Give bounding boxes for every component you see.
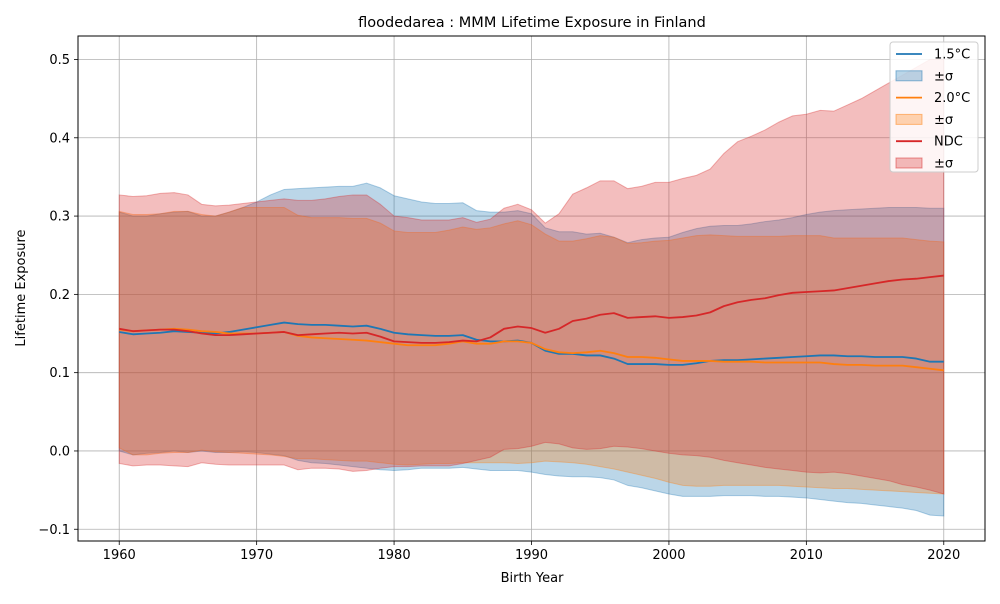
x-tick-label: 2010 — [790, 548, 823, 563]
legend-band-swatch — [895, 70, 923, 82]
y-tick-label: 0.4 — [49, 131, 70, 146]
band-2-0-c — [118, 206, 945, 495]
y-tick-label: 0.2 — [49, 288, 70, 303]
lines-layer — [119, 274, 944, 372]
y-tick-label: −0.1 — [38, 523, 70, 538]
legend-label: 1.5°C — [934, 48, 970, 63]
y-axis-ticks: −0.1 0.0 0.1 0.2 0.3 0.4 0.5 — [38, 53, 78, 538]
x-tick-label: 2020 — [927, 548, 960, 563]
bands-layer — [118, 58, 945, 517]
band-ndc — [118, 58, 945, 495]
legend-label: 2.0°C — [934, 91, 970, 106]
legend-band-label: ±σ — [934, 69, 953, 84]
x-axis-label: Birth Year — [501, 571, 565, 586]
x-tick-label: 1990 — [515, 548, 548, 563]
legend-band-swatch — [895, 113, 923, 125]
series-line-ndc — [119, 274, 944, 344]
x-tick-label: 1980 — [378, 548, 411, 563]
y-tick-label: 0.5 — [49, 53, 70, 68]
legend: 1.5°C ±σ 2.0°C ±σ NDC ±σ — [889, 41, 979, 173]
legend-band-label: ±σ — [934, 157, 953, 172]
chart-title: floodedarea : MMM Lifetime Exposure in F… — [358, 15, 706, 31]
y-tick-label: 0.0 — [49, 444, 70, 459]
x-tick-label: 2000 — [652, 548, 685, 563]
y-axis-label: Lifetime Exposure — [14, 229, 29, 346]
legend-label: NDC — [934, 135, 963, 150]
legend-band-swatch — [895, 157, 923, 169]
y-tick-label: 0.3 — [49, 210, 70, 225]
x-tick-label: 1970 — [240, 548, 273, 563]
x-tick-label: 1960 — [103, 548, 136, 563]
legend-band-label: ±σ — [934, 113, 953, 128]
x-axis-ticks: 1960 1970 1980 1990 2000 2010 2020 — [103, 541, 960, 563]
y-tick-label: 0.1 — [49, 366, 70, 381]
grid — [78, 36, 985, 541]
legend-box — [889, 41, 979, 173]
band-1-5-c — [118, 182, 945, 517]
